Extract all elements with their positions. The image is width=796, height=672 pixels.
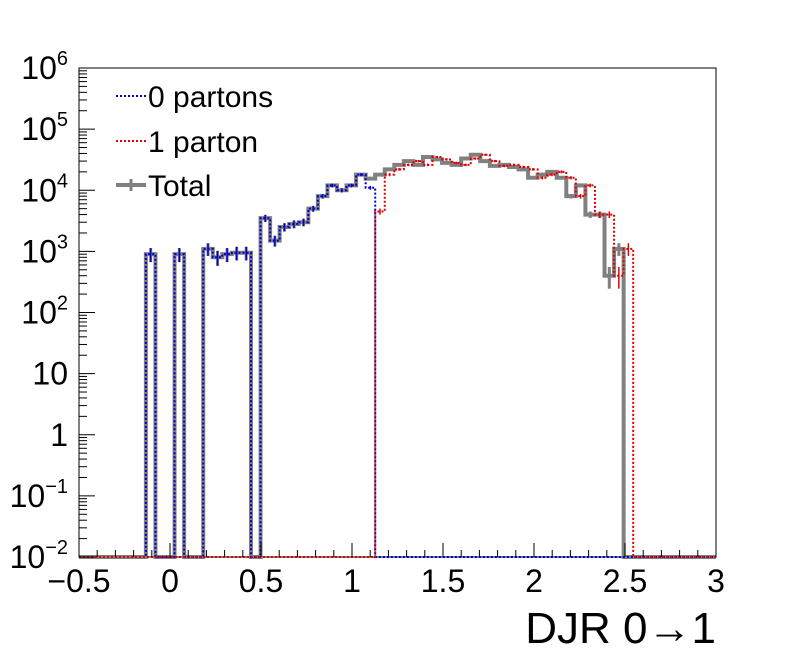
x-tick-label: 0	[161, 563, 179, 599]
x-tick-label: 1.5	[421, 563, 465, 599]
y-tick-label: 103	[21, 231, 68, 269]
x-tick-label: −0.5	[47, 563, 110, 599]
x-tick-label: 2.5	[603, 563, 647, 599]
x-tick-label: 3	[707, 563, 725, 599]
legend-label: Total	[148, 170, 211, 203]
x-tick-label: 0.5	[239, 563, 283, 599]
y-tick-label: 104	[21, 170, 68, 208]
x-axis-title: DJR 0→1	[525, 604, 716, 653]
legend: 0 partons 1 parton Total	[116, 81, 273, 203]
y-tick-label: 10−2	[10, 537, 68, 575]
x-tick-label: 1	[343, 563, 361, 599]
y-tick-label: 102	[21, 293, 68, 331]
y-tick-label: 105	[21, 109, 68, 147]
y-tick-label: 10−1	[10, 476, 68, 514]
y-tick-label: 106	[21, 48, 68, 86]
y-tick-label: 1	[50, 417, 68, 453]
y-axis-ticks: 10−2 10−1 1 10 102 103 104 105 106	[10, 48, 95, 575]
series-line-0-partons	[79, 173, 716, 558]
legend-label: 0 partons	[148, 81, 273, 114]
x-tick-label: 2	[525, 563, 543, 599]
x-axis-ticks: −0.5 0 0.5 1 1.5 2 2.5 3	[47, 543, 725, 599]
y-tick-label: 10	[32, 356, 68, 392]
series-layer	[79, 152, 716, 559]
legend-label: 1 parton	[148, 126, 258, 159]
series-line-1-parton	[79, 153, 716, 558]
